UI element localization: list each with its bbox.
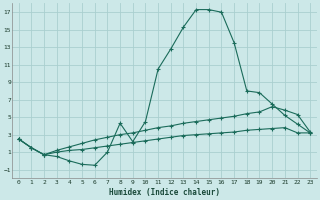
- X-axis label: Humidex (Indice chaleur): Humidex (Indice chaleur): [109, 188, 220, 197]
